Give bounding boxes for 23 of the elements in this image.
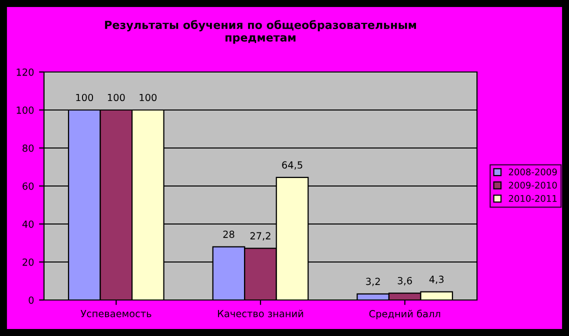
y-tick-label: 100 <box>16 106 34 114</box>
x-tick-label: Качество знаний <box>218 310 304 318</box>
y-tick-label: 80 <box>22 144 34 152</box>
legend-label: 2009-2010 <box>508 182 557 189</box>
chart-title: Результаты обучения по общеобразовательным предметам <box>105 20 416 44</box>
data-label: 27,2 <box>250 232 270 240</box>
y-tick-label: 120 <box>16 68 34 76</box>
y-tick-label: 20 <box>22 258 34 266</box>
data-label: 100 <box>140 94 157 102</box>
data-label: 3,2 <box>366 278 380 286</box>
legend-label: 2008-2009 <box>508 168 557 176</box>
data-label: 100 <box>76 94 94 102</box>
legend-label: 2010-2011 <box>508 195 557 202</box>
data-label: 100 <box>108 94 125 102</box>
x-tick-label: Успеваемость <box>80 310 152 318</box>
data-label: 4,3 <box>429 276 444 284</box>
data-label: 64,5 <box>282 161 302 170</box>
data-label: 3,6 <box>398 276 412 286</box>
y-tick-label: 60 <box>22 182 34 190</box>
y-tick-label: 0 <box>28 296 34 304</box>
data-label: 28 <box>223 230 234 238</box>
x-tick-label: Средний балл <box>369 310 440 320</box>
y-tick-label: 40 <box>22 220 34 228</box>
